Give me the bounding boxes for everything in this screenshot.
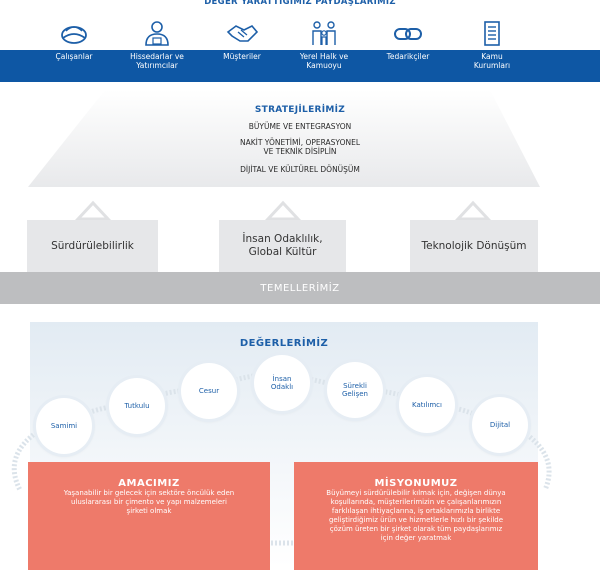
- chain-link-icon: [394, 28, 422, 40]
- stakeholders-band: [0, 50, 600, 82]
- pillar-tech-transformation: Teknolojik Dönüşüm: [410, 220, 538, 272]
- mission-title: MİSYONUMUZ: [374, 478, 458, 489]
- value-circle-participative: Katılımcı: [399, 377, 455, 433]
- strategy-item-growth: BÜYÜME VE ENTEGRASYON: [248, 122, 352, 131]
- mission-box: MİSYONUMUZ Büyümeyi sürdürülebilir kılma…: [294, 462, 538, 570]
- value-circle-human-focused: İnsan Odaklı: [254, 355, 310, 411]
- purpose-title: AMACIMIZ: [118, 478, 180, 489]
- foundations-band: TEMELLERİMİZ: [0, 272, 600, 304]
- value-circle-brave: Cesur: [181, 363, 237, 419]
- value-circle-passionate: Tutkulu: [109, 378, 165, 434]
- value-circle-sincere: Samimi: [36, 398, 92, 454]
- value-circle-continuously-improving: Sürekli Gelişen: [327, 362, 383, 418]
- stakeholder-label-employees: Çalışanlar: [55, 52, 93, 61]
- stakeholder-label-public-institutions: Kamu Kurumları: [473, 52, 511, 70]
- stakeholder-label-suppliers: Tedarikçiler: [386, 52, 430, 61]
- handshake-icon: [226, 25, 259, 42]
- stakeholder-label-shareholders: Hissedarlar ve Yatırımcılar: [130, 52, 184, 70]
- pillar-sustainability: Sürdürülebilirlik: [27, 220, 158, 272]
- strategy-item-digital: DİJİTAL VE KÜLTÜREL DÖNÜŞÜM: [240, 165, 360, 174]
- pillar-arrows: [74, 200, 492, 221]
- foundations-title: TEMELLERİMİZ: [260, 282, 340, 294]
- helmet-icon: [61, 26, 87, 44]
- strategy-item-cash-line1: NAKİT YÖNETİMİ, OPERASYONEL: [239, 138, 361, 147]
- strategy-trapezoid: [28, 90, 540, 187]
- purpose-box: AMACIMIZ Yaşanabilir bir gelecek için se…: [28, 462, 270, 570]
- mission-text: Büyümeyi sürdürülebilir kılmak için, değ…: [326, 489, 506, 542]
- strategy-item-cash-line2: VE TEKNİK DİSİPLİN: [263, 147, 337, 156]
- family-icon: [312, 21, 336, 45]
- values-title: DEĞERLERİMİZ: [239, 338, 329, 349]
- stakeholder-label-local-community: Yerel Halk ve Kamuoyu: [299, 52, 349, 70]
- stakeholders-title: DEĞER YARATTIĞIMIZ PAYDAŞLARIMIZ: [204, 0, 396, 7]
- stakeholder-label-customers: Müşteriler: [223, 52, 261, 61]
- pillar-human-focus: İnsan Odaklılık, Global Kültür: [219, 220, 346, 272]
- strategies-title: STRATEJİLERİMİZ: [254, 105, 346, 115]
- building-icon: [484, 21, 500, 46]
- value-circle-digital: Dijital: [472, 397, 528, 453]
- investor-icon: [145, 21, 169, 46]
- purpose-text: Yaşanabilir bir gelecek için sektöre önc…: [63, 489, 235, 515]
